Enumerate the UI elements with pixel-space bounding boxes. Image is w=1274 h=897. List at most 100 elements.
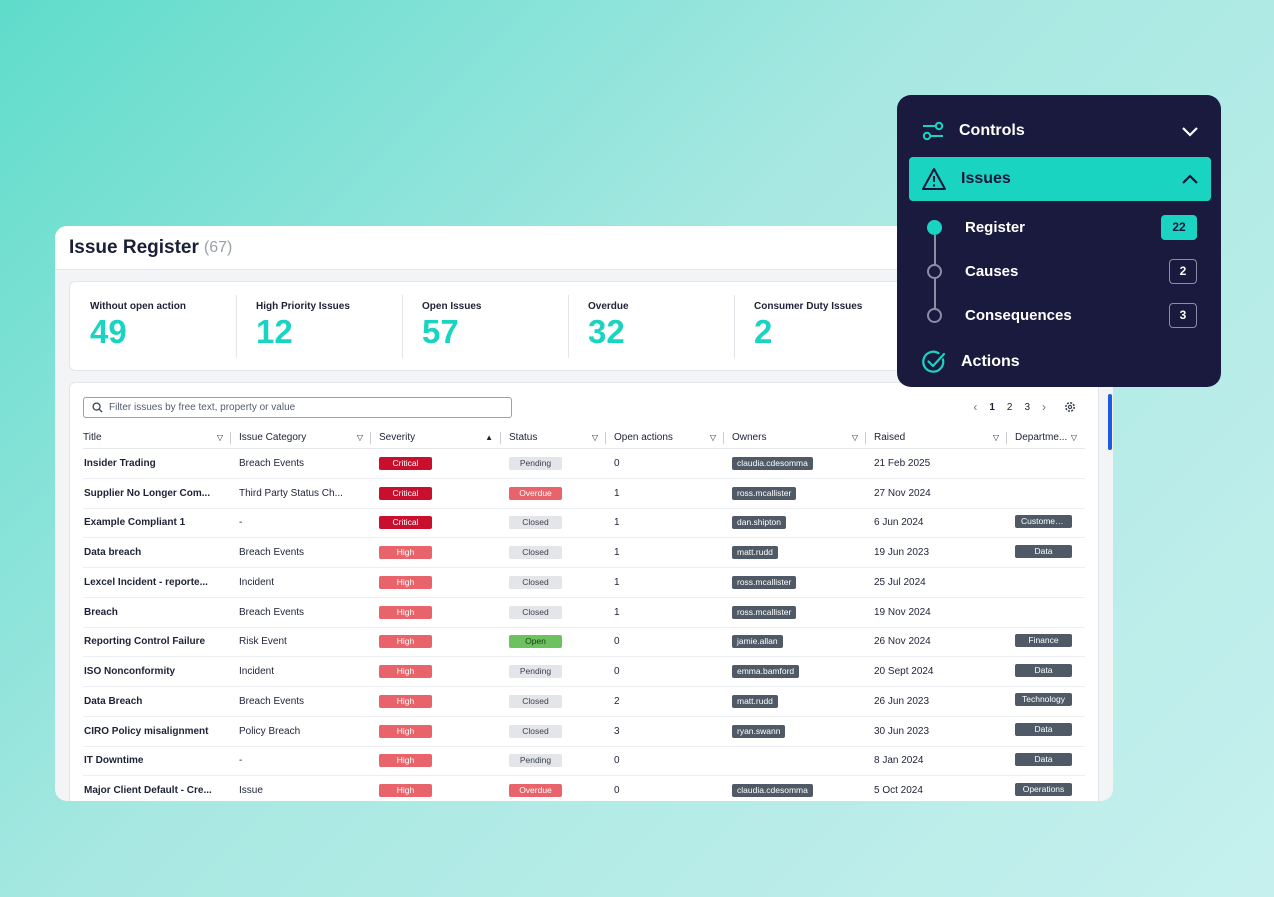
department-cell: Data — [1007, 663, 1085, 680]
subnav-consequences[interactable]: Consequences 3 — [927, 301, 1197, 329]
severity-cell: High — [371, 575, 501, 589]
table-row[interactable]: Breach Breach Events High Closed 1 ross.mcall… — [83, 598, 1085, 628]
department-badge: Operations — [1015, 782, 1072, 796]
owner-badge[interactable]: matt.rudd — [732, 694, 778, 708]
issue-title[interactable]: Reporting Control Failure — [84, 636, 206, 648]
subnav-causes[interactable]: Causes 2 — [927, 257, 1197, 285]
register-count-badge: 22 — [1161, 214, 1197, 240]
issue-title[interactable]: Data breach — [84, 547, 142, 559]
issue-title[interactable]: Major Client Default - Cre... — [84, 785, 212, 797]
owner-badge[interactable]: matt.rudd — [732, 546, 778, 560]
table-row[interactable]: Data Breach Breach Events High Closed 2 matt.… — [83, 687, 1085, 717]
owner-badge[interactable]: claudia.cdesomma — [732, 456, 813, 470]
chevron-left-icon[interactable]: ‹ — [973, 400, 978, 414]
nav-actions[interactable]: Actions — [909, 340, 1211, 384]
department-badge: Data — [1015, 544, 1072, 558]
table-row[interactable]: Reporting Control Failure Risk Event High O… — [83, 628, 1085, 658]
table-row[interactable]: IT Downtime - High Pending 0 8 Jan 2024 Data — [83, 747, 1085, 777]
owner-badge[interactable]: ross.mcallister — [732, 605, 797, 619]
page-3[interactable]: 3 — [1024, 401, 1030, 413]
table-row[interactable]: CIRO Policy misalignment Policy Breach Hig… — [83, 717, 1085, 747]
column-status[interactable]: Status ▽ — [501, 431, 606, 445]
owner-badge[interactable]: ross.mcallister — [732, 486, 797, 500]
column-raised[interactable]: Raised ▽ — [866, 431, 1007, 445]
column-department[interactable]: Departme... ▽ — [1007, 431, 1085, 445]
table-row[interactable]: Data breach Breach Events High Closed 1 matt.… — [83, 538, 1085, 568]
open-actions-count: 0 — [614, 457, 620, 469]
table-row[interactable]: Supplier No Longer Com... Third Party Sta… — [83, 479, 1085, 509]
nav-issues[interactable]: Issues — [909, 157, 1211, 201]
column-severity[interactable]: Severity ▲ — [371, 431, 501, 445]
severity-badge: High — [379, 665, 432, 679]
nav-controls[interactable]: Controls — [909, 109, 1211, 153]
owner-badge[interactable]: claudia.cdesomma — [732, 784, 813, 798]
filter-icon[interactable]: ▽ — [591, 433, 598, 442]
kpi-without-open-action[interactable]: Without open action 49 — [70, 282, 236, 370]
table-row[interactable]: ISO Nonconformity Incident High Pending 0 emm… — [83, 657, 1085, 687]
gear-icon[interactable] — [1064, 401, 1076, 413]
column-title[interactable]: Title ▽ — [83, 431, 231, 445]
chevron-right-icon[interactable]: › — [1042, 400, 1046, 414]
page-title: Issue Register — [69, 236, 199, 258]
status-cell: Open — [501, 635, 606, 649]
issue-title[interactable]: Lexcel Incident - reporte... — [84, 576, 208, 588]
issue-title[interactable]: ISO Nonconformity — [84, 666, 176, 678]
sort-ascending-icon[interactable]: ▲ — [485, 433, 493, 442]
owner-badge[interactable]: dan.shipton — [732, 516, 786, 530]
severity-cell: High — [371, 665, 501, 679]
filter-icon[interactable]: ▽ — [1070, 433, 1077, 442]
owner-badge[interactable]: jamie.allan — [732, 635, 783, 649]
kpi-value: 2 — [754, 313, 773, 350]
issue-title[interactable]: Breach — [84, 606, 118, 618]
issue-title[interactable]: IT Downtime — [84, 755, 144, 767]
owner-badge[interactable]: ross.mcallister — [732, 575, 797, 589]
issue-title[interactable]: Supplier No Longer Com... — [84, 487, 211, 499]
severity-cell: High — [371, 605, 501, 619]
owner-cell: dan.shipton — [724, 516, 866, 530]
owner-badge[interactable]: ryan.swann — [732, 724, 786, 738]
column-label: Issue Category — [239, 432, 307, 443]
filter-icon[interactable]: ▽ — [709, 433, 716, 442]
nav-issues-label: Issues — [961, 170, 1011, 187]
kpi-value: 49 — [90, 313, 127, 350]
table-row[interactable]: Major Client Default - Cre... Issue High Ov… — [83, 776, 1085, 801]
column-owners[interactable]: Owners ▽ — [724, 431, 866, 445]
filter-icon[interactable]: ▽ — [851, 433, 858, 442]
kpi-open-issues[interactable]: Open Issues 57 — [402, 282, 568, 370]
kpi-overdue[interactable]: Overdue 32 — [568, 282, 734, 370]
kpi-label: Consumer Duty Issues — [754, 301, 863, 312]
department-cell: Data — [1007, 723, 1085, 739]
issue-title[interactable]: Example Compliant 1 — [84, 517, 186, 529]
column-issue-category[interactable]: Issue Category ▽ — [231, 431, 371, 445]
kpi-value: 57 — [422, 313, 459, 350]
filter-icon[interactable]: ▽ — [992, 433, 999, 442]
status-cell: Pending — [501, 665, 606, 679]
subnav-register[interactable]: Register 22 — [927, 213, 1197, 241]
nav-actions-label: Actions — [961, 353, 1020, 370]
table-row[interactable]: Lexcel Incident - reporte... Incident High… — [83, 568, 1085, 598]
table-row[interactable]: Example Compliant 1 - Critical Closed 1 dan.s… — [83, 509, 1085, 539]
column-open-actions[interactable]: Open actions ▽ — [606, 431, 724, 445]
chevron-up-icon[interactable] — [1181, 173, 1199, 185]
page-1[interactable]: 1 — [989, 401, 995, 413]
scrollbar-thumb[interactable] — [1108, 394, 1112, 450]
department-badge: Data — [1015, 752, 1072, 766]
filter-icon[interactable]: ▽ — [356, 433, 363, 442]
severity-cell: High — [371, 724, 501, 738]
open-actions-count: 0 — [614, 666, 620, 678]
department-cell: Operations — [1007, 782, 1085, 799]
kpi-high-priority[interactable]: High Priority Issues 12 — [236, 282, 402, 370]
issue-title[interactable]: Insider Trading — [84, 457, 156, 469]
issue-title[interactable]: CIRO Policy misalignment — [84, 725, 209, 737]
issue-title[interactable]: Data Breach — [84, 695, 143, 707]
kpi-consumer-duty[interactable]: Consumer Duty Issues 2 — [734, 282, 900, 370]
page-2[interactable]: 2 — [1006, 401, 1013, 413]
causes-count-badge: 2 — [1169, 258, 1197, 284]
chevron-down-icon[interactable] — [1181, 125, 1199, 137]
table-row[interactable]: Insider Trading Breach Events Critical Pend… — [83, 449, 1085, 479]
owner-badge[interactable]: emma.bamford — [732, 665, 800, 679]
search-input[interactable]: Filter issues by free text, property or … — [83, 397, 512, 418]
table-header: Title ▽ Issue Category ▽ Severity ▲ Status ▽… — [83, 427, 1085, 449]
filter-icon[interactable]: ▽ — [216, 433, 223, 442]
issue-category: Policy Breach — [239, 725, 301, 737]
